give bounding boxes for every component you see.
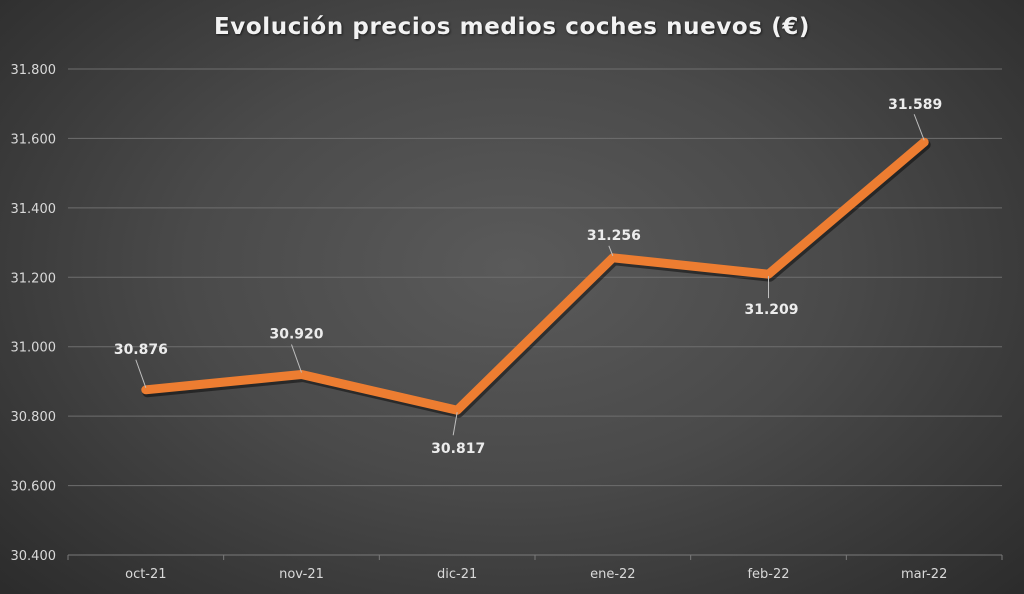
y-tick-label: 30.400 bbox=[11, 549, 57, 564]
data-label: 31.589 bbox=[888, 97, 942, 113]
label-leader-line bbox=[291, 344, 302, 373]
data-label: 30.920 bbox=[270, 326, 324, 342]
series-line-shadow bbox=[142, 139, 931, 418]
y-tick-label: 31.600 bbox=[11, 132, 57, 147]
y-tick-label: 31.400 bbox=[11, 202, 57, 217]
y-tick-label: 30.800 bbox=[11, 410, 57, 425]
x-tick-label: mar-22 bbox=[901, 567, 947, 582]
y-axis: 30.400 30.600 30.800 31.000 31.200 31.400 31.6… bbox=[11, 63, 57, 564]
label-leader-line bbox=[913, 114, 925, 141]
y-tick-label: 30.600 bbox=[11, 480, 57, 495]
data-label: 30.817 bbox=[431, 441, 485, 457]
x-tick-label: nov-21 bbox=[279, 567, 324, 582]
label-leader-line bbox=[452, 412, 458, 436]
data-label: 31.209 bbox=[745, 302, 799, 318]
y-tick-label: 31.200 bbox=[11, 271, 57, 286]
x-tick-label: feb-22 bbox=[747, 567, 789, 582]
y-tick-label: 31.000 bbox=[11, 341, 57, 356]
x-axis: oct-21 nov-21 dic-21 ene-22 feb-22 mar-22 bbox=[67, 555, 1003, 582]
y-tick-label: 31.800 bbox=[11, 63, 57, 78]
data-labels: 30.876 30.920 30.817 31.256 31.209 31.589 bbox=[114, 97, 942, 457]
x-tick-label: oct-21 bbox=[125, 567, 166, 582]
label-leader-line bbox=[135, 359, 147, 388]
gridlines bbox=[68, 68, 1002, 556]
series-line bbox=[141, 137, 929, 415]
data-label: 31.256 bbox=[587, 228, 641, 244]
x-tick-label: ene-22 bbox=[590, 567, 635, 582]
x-tick-label: dic-21 bbox=[437, 567, 477, 582]
data-series bbox=[141, 137, 931, 418]
chart-title: Evolución precios medios coches nuevos (… bbox=[213, 14, 811, 40]
data-label: 30.876 bbox=[114, 342, 168, 358]
label-leader-line bbox=[608, 245, 614, 257]
